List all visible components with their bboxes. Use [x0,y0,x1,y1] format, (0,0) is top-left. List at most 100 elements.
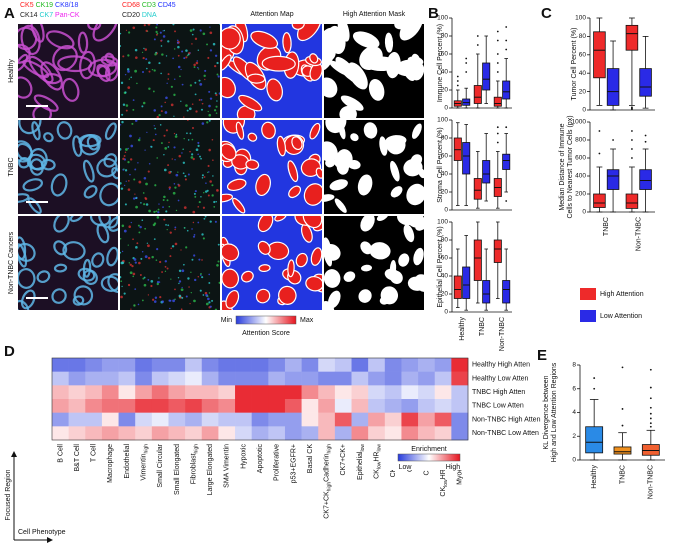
cell-dot [161,300,165,303]
cell-dot [151,298,155,301]
outlier [644,134,647,137]
outlier [505,26,508,28]
heatmap-cell [351,385,369,400]
cell-dot [164,265,167,268]
y-axis-label: Tumor Cell Percent (%) [571,28,578,101]
cell-dot [138,180,142,184]
heatmap-cell [451,371,469,386]
outlier [496,126,499,129]
cell-dot [197,221,200,224]
tissue-region [390,186,403,198]
heatmap-cell [185,358,203,372]
cell-dot [199,289,202,292]
row-label: Healthy [8,59,15,83]
tissue-region [40,158,56,171]
tissue-image [222,24,322,118]
tissue-region [57,55,93,73]
cell-dot [186,229,189,232]
cell-dot [158,281,161,283]
cell-dot [186,109,189,112]
outlier [649,417,652,420]
heatmap-cell [268,426,286,441]
cell-dot [121,261,125,265]
cell-dot [123,168,125,170]
cell-dot [163,134,166,137]
cell-dot [208,90,211,93]
cell-dot [187,173,190,176]
cell-dot [151,255,154,259]
y-tick-label: 80 [579,33,587,40]
cell-dot [161,53,164,56]
tissue-region [50,173,68,197]
box [606,68,620,106]
tissue-region [36,270,51,284]
cell-dot [206,171,209,174]
cell-dot [150,279,154,283]
heatmap-cell [368,358,386,372]
cell-dot [214,308,218,310]
tissue-region [276,135,287,157]
row-label: Non-TNBC Low Atten [472,430,539,437]
y-tick-label: 2 [572,433,576,440]
channel-label: CD68 CD3 CD45 [122,2,176,9]
colorbar-min: Min [221,317,232,324]
heatmap-cell [235,412,252,427]
tissue-region [111,167,118,180]
cell-dot [143,283,147,287]
heatmap-cell [151,358,169,372]
cell-dot [153,210,156,214]
heatmap-cell [251,385,269,400]
y-axis-label: Cells to Nearest Tumor Cells (px) [567,115,574,218]
cell-dot [124,203,127,206]
cell-dot [218,281,220,284]
colorbar-low: Low [399,464,413,471]
cell-dot [143,203,146,206]
heatmap-cell [401,412,419,427]
column-label: Basal CK [307,444,314,474]
cell-dot [153,109,156,112]
tissue-region [87,24,102,31]
heatmap-cell [168,371,186,386]
cell-dot [181,83,184,86]
heatmap-cell [351,358,369,372]
box [473,178,482,200]
cell-dot [165,96,168,100]
row-label: TNBC Low Atten [472,403,524,410]
column-label-part: Large Elongated [207,444,214,495]
cell-dot [177,184,181,187]
image-content [18,24,118,118]
tissue-region [18,76,33,99]
heatmap-cell [334,358,352,372]
channel-name: Pan-CK [55,12,80,19]
cell-dot [174,78,176,80]
y-tick-label: 40 [441,69,449,76]
cell-dot [141,105,144,108]
cell-dot [161,271,164,273]
outlier [631,139,633,141]
heatmap-cell [401,426,419,441]
tissue-region [82,159,95,183]
outlier [505,48,508,51]
heatmap-cell [318,426,336,441]
cell-dot [134,288,137,290]
cell-dot [154,296,158,299]
column-label-part: Epithelial [357,451,364,480]
cell-dot [211,299,214,302]
tissue-region [411,53,420,63]
heatmap-cell [168,426,186,441]
heatmap-cell [135,358,153,372]
cell-dot [171,158,174,160]
box [613,446,632,455]
cell-dot [146,67,148,70]
tissue-region [258,264,271,273]
cell-dot [216,263,219,267]
cell-dot [201,122,205,125]
cell-dot [125,180,127,182]
cell-dot [141,250,144,253]
tissue-region [305,276,322,292]
cell-dot [215,200,217,203]
heatmap-cell [201,371,219,386]
cell-dot [164,111,168,114]
cell-dot [192,157,195,161]
cell-dot [174,135,178,138]
